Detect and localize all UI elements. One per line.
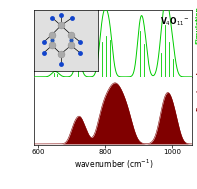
Text: Experiment: Experiment (196, 70, 197, 111)
Text: Simulation: Simulation (196, 6, 197, 44)
X-axis label: wavenumber (cm$^{-1}$): wavenumber (cm$^{-1}$) (73, 157, 153, 171)
Text: V$_4$O$_{11}$$^{-}$: V$_4$O$_{11}$$^{-}$ (160, 15, 190, 28)
